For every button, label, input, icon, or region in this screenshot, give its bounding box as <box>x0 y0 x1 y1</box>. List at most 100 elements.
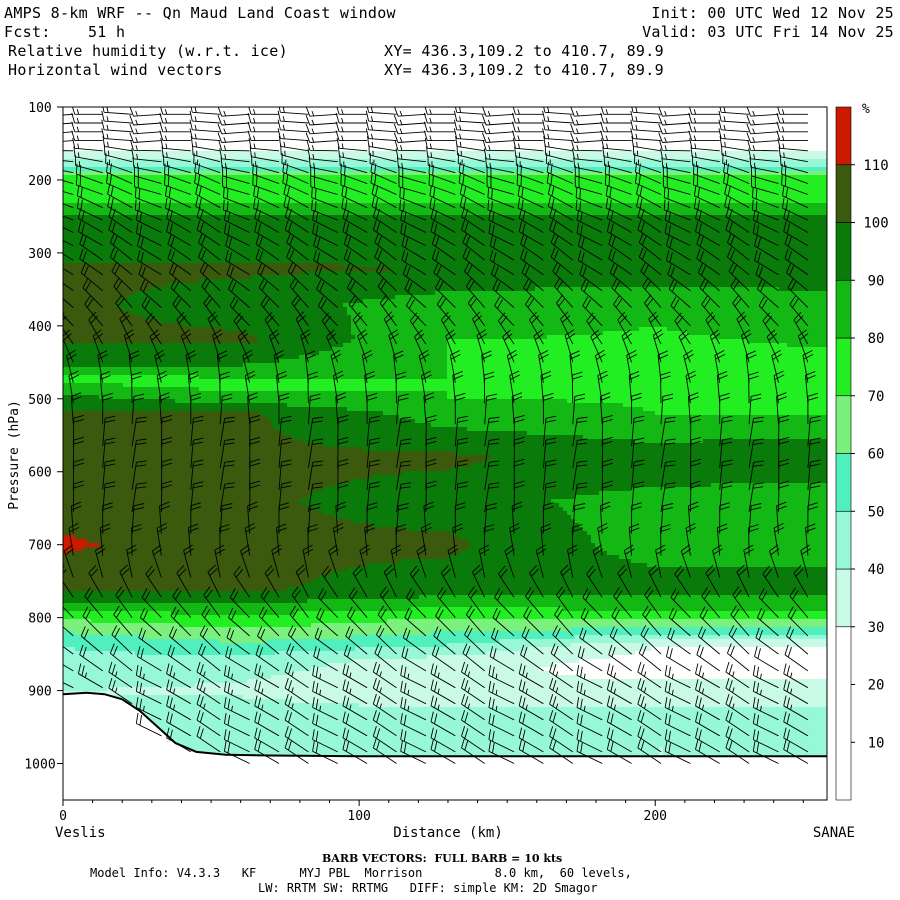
rh-cell <box>619 123 623 127</box>
rh-cell <box>539 207 543 211</box>
rh-cell <box>367 179 371 183</box>
rh-cell <box>671 187 675 191</box>
rh-cell <box>171 183 175 187</box>
rh-cell <box>507 135 511 139</box>
rh-cell <box>447 187 451 191</box>
rh-cell <box>767 199 771 203</box>
rh-cell <box>171 179 175 183</box>
rh-cell <box>611 135 615 139</box>
rh-cell <box>679 135 683 139</box>
rh-cell <box>223 171 227 175</box>
rh-cell <box>795 119 799 123</box>
rh-cell <box>443 195 447 199</box>
rh-cell <box>91 159 95 163</box>
rh-cell <box>379 203 383 207</box>
rh-cell <box>407 119 411 123</box>
rh-cell <box>507 155 511 159</box>
rh-cell <box>351 131 355 135</box>
rh-cell <box>227 191 231 195</box>
rh-cell <box>363 115 367 119</box>
rh-cell <box>515 203 519 207</box>
rh-cell <box>299 171 303 175</box>
rh-cell <box>175 111 179 115</box>
rh-cell <box>751 151 755 155</box>
rh-cell <box>67 175 71 179</box>
rh-cell <box>139 119 143 123</box>
rh-cell <box>623 159 627 163</box>
rh-cell <box>275 199 279 203</box>
rh-cell <box>487 203 491 207</box>
rh-cell <box>267 151 271 155</box>
rh-cell <box>495 159 499 163</box>
rh-cell <box>503 135 507 139</box>
rh-cell <box>311 175 315 179</box>
rh-cell <box>91 143 95 147</box>
rh-cell <box>711 163 715 167</box>
rh-cell <box>63 131 67 135</box>
rh-cell <box>807 115 811 119</box>
rh-cell <box>87 155 91 159</box>
rh-cell <box>519 111 523 115</box>
rh-cell <box>419 187 423 191</box>
rh-cell <box>787 207 791 211</box>
rh-cell <box>759 115 763 119</box>
rh-cell <box>239 175 243 179</box>
rh-cell <box>391 135 395 139</box>
rh-cell <box>103 183 107 187</box>
rh-cell <box>631 163 635 167</box>
rh-cell <box>411 143 415 147</box>
rh-cell <box>427 147 431 151</box>
rh-cell <box>87 163 91 167</box>
rh-cell <box>767 191 771 195</box>
rh-cell <box>699 151 703 155</box>
rh-cell <box>691 107 695 111</box>
rh-cell <box>707 155 711 159</box>
rh-cell <box>167 171 171 175</box>
rh-cell <box>91 107 95 111</box>
rh-cell <box>139 147 143 151</box>
rh-cell <box>227 203 231 207</box>
rh-cell <box>235 175 239 179</box>
rh-cell <box>535 115 539 119</box>
rh-cell <box>539 187 543 191</box>
rh-cell <box>479 187 483 191</box>
rh-cell <box>539 115 543 119</box>
rh-cell <box>263 107 267 111</box>
rh-cell <box>655 119 659 123</box>
rh-cell <box>235 155 239 159</box>
rh-cell <box>535 151 539 155</box>
rh-cell <box>811 123 815 127</box>
rh-cell <box>347 171 351 175</box>
rh-cell <box>687 183 691 187</box>
rh-cell <box>387 183 391 187</box>
rh-cell <box>143 151 147 155</box>
rh-cell <box>271 127 275 131</box>
rh-cell <box>607 151 611 155</box>
rh-cell <box>671 107 675 111</box>
rh-cell <box>119 191 123 195</box>
rh-cell <box>647 191 651 195</box>
rh-cell <box>639 143 643 147</box>
rh-cell <box>707 191 711 195</box>
rh-cell <box>759 191 763 195</box>
rh-cell <box>239 107 243 111</box>
rh-cell <box>707 123 711 127</box>
rh-cell <box>627 131 631 135</box>
rh-cell <box>447 123 451 127</box>
rh-cell <box>647 195 651 199</box>
rh-cell <box>199 115 203 119</box>
rh-cell <box>547 179 551 183</box>
rh-cell <box>655 107 659 111</box>
rh-cell <box>771 175 775 179</box>
rh-cell <box>143 195 147 199</box>
rh-cell <box>443 131 447 135</box>
rh-cell <box>527 191 531 195</box>
rh-cell <box>335 135 339 139</box>
rh-cell <box>403 191 407 195</box>
rh-cell <box>255 115 259 119</box>
rh-cell <box>571 175 575 179</box>
rh-cell <box>567 123 571 127</box>
rh-cell <box>475 115 479 119</box>
rh-cell <box>191 199 195 203</box>
rh-cell <box>715 135 719 139</box>
